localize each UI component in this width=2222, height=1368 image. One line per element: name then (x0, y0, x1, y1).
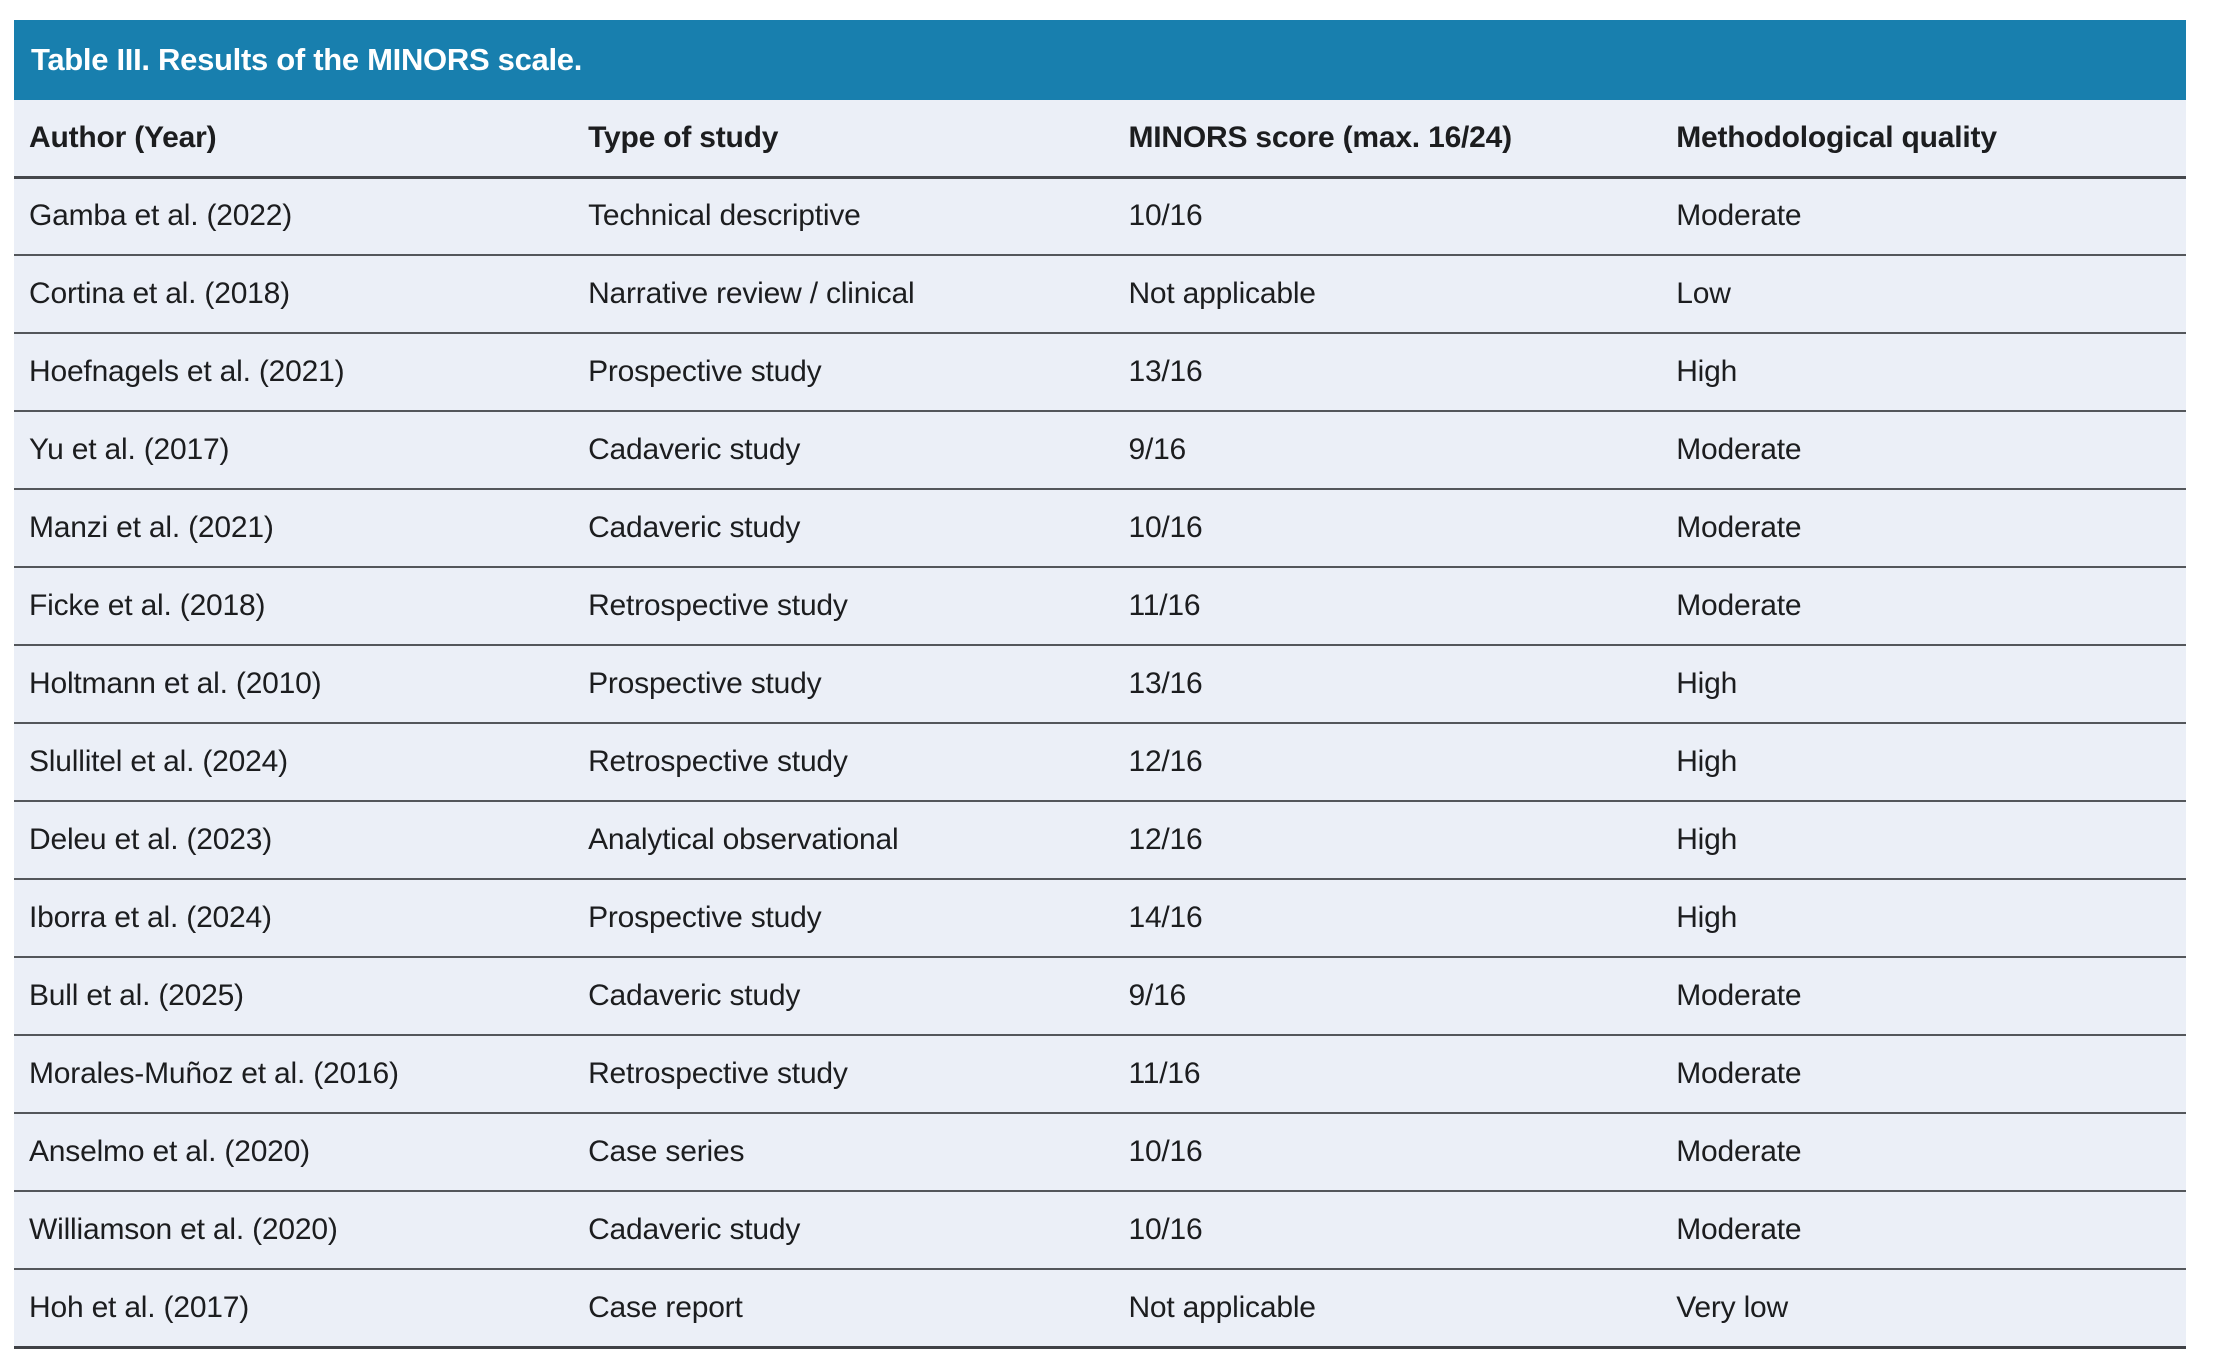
quality-cell: Moderate (1661, 1113, 2186, 1192)
quality-cell: Moderate (1661, 411, 2186, 490)
table-row: Holtmann et al. (2010) Prospective study… (14, 645, 2186, 724)
score-cell: 10/16 (1113, 489, 1662, 568)
quality-cell: Moderate (1661, 489, 2186, 568)
author-cell: Cortina et al. (2018) (14, 255, 574, 334)
table-row: Slullitel et al. (2024) Retrospective st… (14, 723, 2186, 802)
study-type-cell: Technical descriptive (573, 177, 1114, 256)
table-row: Morales-Muñoz et al. (2016) Retrospectiv… (14, 1035, 2186, 1114)
author-cell: Bull et al. (2025) (14, 957, 574, 1036)
table-title-bar: Table III. Results of the MINORS scale. (14, 20, 2186, 100)
study-type-cell: Case series (573, 1113, 1114, 1192)
quality-cell: Moderate (1661, 177, 2186, 256)
score-cell: 12/16 (1113, 723, 1662, 802)
score-cell: 9/16 (1113, 957, 1662, 1036)
table-row: Hoh et al. (2017) Case report Not applic… (14, 1269, 2186, 1349)
column-header-quality: Methodological quality (1661, 100, 2186, 179)
score-cell: 10/16 (1113, 177, 1662, 256)
study-type-cell: Retrospective study (573, 723, 1114, 802)
quality-cell: Moderate (1661, 1191, 2186, 1270)
quality-cell: Moderate (1661, 1035, 2186, 1114)
table-row: Cortina et al. (2018) Narrative review /… (14, 255, 2186, 334)
author-cell: Ficke et al. (2018) (14, 567, 574, 646)
author-cell: Iborra et al. (2024) (14, 879, 574, 958)
score-cell: 13/16 (1113, 333, 1662, 412)
quality-cell: High (1661, 801, 2186, 880)
quality-cell: Low (1661, 255, 2186, 334)
author-cell: Anselmo et al. (2020) (14, 1113, 574, 1192)
table-row: Hoefnagels et al. (2021) Prospective stu… (14, 333, 2186, 412)
author-cell: Yu et al. (2017) (14, 411, 574, 490)
score-cell: Not applicable (1113, 255, 1662, 334)
table-row: Deleu et al. (2023) Analytical observati… (14, 801, 2186, 880)
table-row: Ficke et al. (2018) Retrospective study … (14, 567, 2186, 646)
score-cell: 11/16 (1113, 567, 1662, 646)
author-cell: Hoh et al. (2017) (14, 1269, 574, 1349)
minors-table: Author (Year) Type of study MINORS score… (14, 100, 2186, 1349)
score-cell: 10/16 (1113, 1191, 1662, 1270)
table-row: Bull et al. (2025) Cadaveric study 9/16 … (14, 957, 2186, 1036)
study-type-cell: Cadaveric study (573, 957, 1114, 1036)
table-row: Yu et al. (2017) Cadaveric study 9/16 Mo… (14, 411, 2186, 490)
author-cell: Hoefnagels et al. (2021) (14, 333, 574, 412)
table-row: Williamson et al. (2020) Cadaveric study… (14, 1191, 2186, 1270)
author-cell: Holtmann et al. (2010) (14, 645, 574, 724)
quality-cell: High (1661, 645, 2186, 724)
table-row: Manzi et al. (2021) Cadaveric study 10/1… (14, 489, 2186, 568)
quality-cell: Moderate (1661, 567, 2186, 646)
study-type-cell: Case report (573, 1269, 1114, 1349)
table-row: Anselmo et al. (2020) Case series 10/16 … (14, 1113, 2186, 1192)
minors-table-figure: Table III. Results of the MINORS scale. … (14, 20, 2186, 1349)
author-cell: Deleu et al. (2023) (14, 801, 574, 880)
author-cell: Williamson et al. (2020) (14, 1191, 574, 1270)
table-title: Table III. Results of the MINORS scale. (31, 42, 583, 77)
author-cell: Gamba et al. (2022) (14, 177, 574, 256)
quality-cell: Very low (1661, 1269, 2186, 1349)
quality-cell: High (1661, 879, 2186, 958)
score-cell: 12/16 (1113, 801, 1662, 880)
study-type-cell: Analytical observational (573, 801, 1114, 880)
study-type-cell: Prospective study (573, 645, 1114, 724)
study-type-cell: Prospective study (573, 333, 1114, 412)
score-cell: Not applicable (1113, 1269, 1662, 1349)
study-type-cell: Narrative review / clinical (573, 255, 1114, 334)
author-cell: Morales-Muñoz et al. (2016) (14, 1035, 574, 1114)
author-cell: Slullitel et al. (2024) (14, 723, 574, 802)
score-cell: 9/16 (1113, 411, 1662, 490)
study-type-cell: Retrospective study (573, 1035, 1114, 1114)
header-row: Author (Year) Type of study MINORS score… (14, 100, 2186, 179)
study-type-cell: Cadaveric study (573, 489, 1114, 568)
score-cell: 14/16 (1113, 879, 1662, 958)
score-cell: 11/16 (1113, 1035, 1662, 1114)
score-cell: 10/16 (1113, 1113, 1662, 1192)
column-header-minors-score: MINORS score (max. 16/24) (1113, 100, 1662, 179)
study-type-cell: Cadaveric study (573, 411, 1114, 490)
column-header-study-type: Type of study (573, 100, 1114, 179)
author-cell: Manzi et al. (2021) (14, 489, 574, 568)
quality-cell: High (1661, 333, 2186, 412)
score-cell: 13/16 (1113, 645, 1662, 724)
quality-cell: High (1661, 723, 2186, 802)
table-row: Iborra et al. (2024) Prospective study 1… (14, 879, 2186, 958)
table-row: Gamba et al. (2022) Technical descriptiv… (14, 177, 2186, 256)
study-type-cell: Prospective study (573, 879, 1114, 958)
study-type-cell: Cadaveric study (573, 1191, 1114, 1270)
study-type-cell: Retrospective study (573, 567, 1114, 646)
quality-cell: Moderate (1661, 957, 2186, 1036)
column-header-author: Author (Year) (14, 100, 574, 179)
